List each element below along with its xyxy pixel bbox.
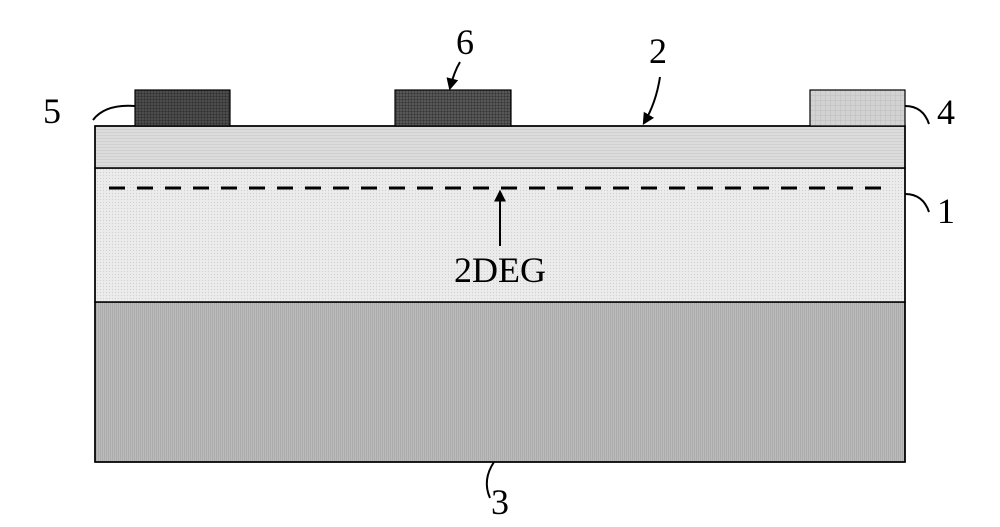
electrode_5 bbox=[135, 90, 230, 126]
callout-label-6: 6 bbox=[456, 22, 474, 62]
callout-label-5: 5 bbox=[43, 91, 61, 131]
electrode_6 bbox=[395, 90, 511, 126]
callout-leader-5 bbox=[93, 106, 135, 120]
callout-leader-2 bbox=[644, 77, 660, 123]
callout-label-3: 3 bbox=[491, 482, 509, 522]
twodeg-label: 2DEG bbox=[454, 250, 546, 290]
callout-label-4: 4 bbox=[937, 92, 955, 132]
device-cross-section: 1 2 3 4 5 6 2DEG bbox=[0, 0, 1000, 527]
layer_2 bbox=[95, 126, 905, 168]
callout-label-1: 1 bbox=[937, 191, 955, 231]
layer_3 bbox=[95, 302, 905, 462]
callout-label-2: 2 bbox=[649, 31, 667, 71]
callout-leader-1 bbox=[905, 194, 929, 212]
callout-leader-6 bbox=[450, 62, 460, 88]
electrode_4 bbox=[810, 90, 905, 126]
callout-leader-4 bbox=[905, 106, 929, 124]
